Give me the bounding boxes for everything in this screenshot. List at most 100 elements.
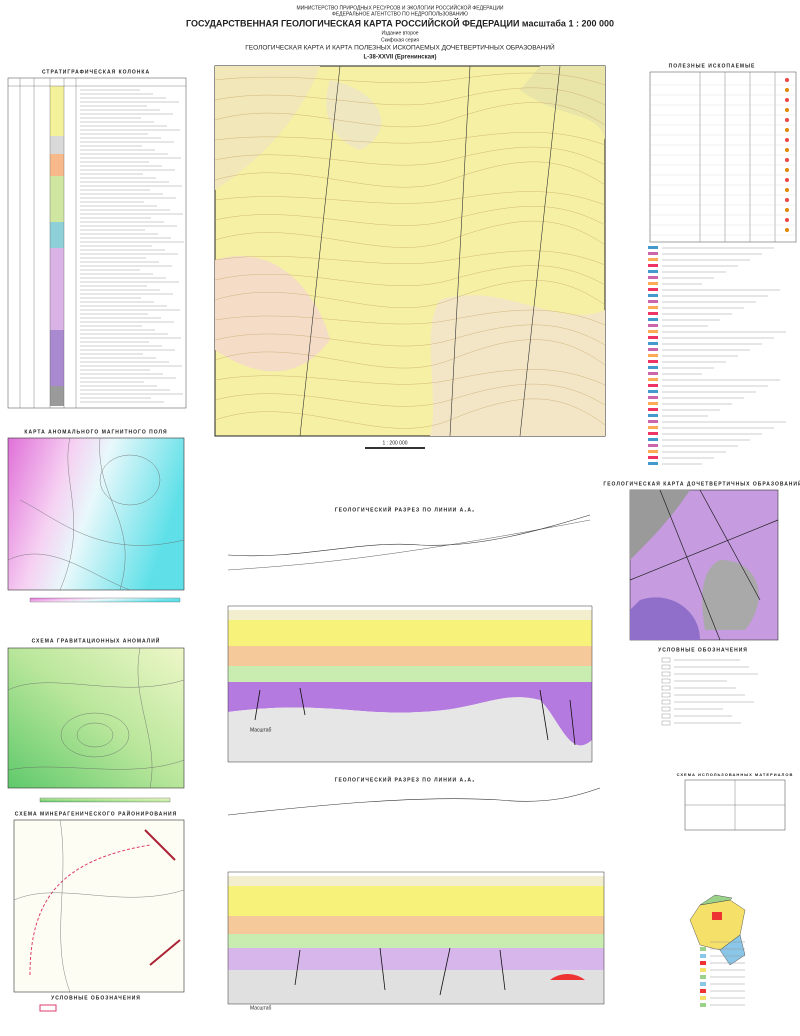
legend-symbol bbox=[648, 324, 658, 327]
legend-symbol bbox=[648, 258, 658, 261]
legend-symbol bbox=[648, 276, 658, 279]
legend-symbol bbox=[700, 947, 706, 951]
legend-symbol bbox=[648, 414, 658, 417]
section1-scale: Масштаб bbox=[250, 727, 272, 733]
mineral-symbol bbox=[785, 88, 789, 92]
legend-symbol bbox=[648, 282, 658, 285]
legend-symbol bbox=[648, 294, 658, 297]
minerag-legend-title: УСЛОВНЫЕ ОБОЗНАЧЕНИЯ bbox=[51, 995, 141, 1001]
legend-symbol bbox=[648, 330, 658, 333]
legend-symbol bbox=[648, 426, 658, 429]
strat-column bbox=[7, 77, 187, 409]
premap bbox=[629, 489, 779, 641]
mineral-symbol bbox=[785, 218, 789, 222]
section1 bbox=[227, 514, 593, 763]
minerag-map bbox=[13, 819, 185, 1012]
legend-symbol bbox=[648, 450, 658, 453]
legend-symbol bbox=[661, 678, 671, 684]
legend-symbol bbox=[661, 699, 671, 705]
legend-symbol bbox=[661, 671, 671, 677]
legend-symbol bbox=[661, 664, 671, 670]
mineral-symbol bbox=[785, 78, 789, 82]
legend-symbol bbox=[648, 444, 658, 447]
contour bbox=[214, 398, 606, 429]
legend-symbol bbox=[648, 300, 658, 303]
premap-title: ГЕОЛОГИЧЕСКАЯ КАРТА ДОЧЕТВЕРТИЧНЫХ ОБРАЗ… bbox=[603, 479, 800, 487]
legend-symbol bbox=[648, 336, 658, 339]
subtitle: ГЕОЛОГИЧЕСКАЯ КАРТА И КАРТА ПОЛЕЗНЫХ ИСК… bbox=[245, 43, 555, 52]
legend-symbol bbox=[648, 306, 658, 309]
legend-symbol bbox=[700, 1003, 706, 1007]
legend-symbol bbox=[648, 438, 658, 441]
mineral-symbol bbox=[785, 198, 789, 202]
section2 bbox=[227, 787, 605, 1005]
mineral-symbol bbox=[785, 128, 789, 132]
contour bbox=[214, 383, 606, 407]
mineral-symbol bbox=[785, 148, 789, 152]
main-map bbox=[214, 65, 606, 437]
series: Скифская серия bbox=[381, 37, 419, 43]
legend-symbol bbox=[700, 940, 706, 944]
legend-symbol bbox=[648, 288, 658, 291]
magnetic-map bbox=[7, 437, 185, 603]
legend-symbol bbox=[661, 720, 671, 726]
legend-symbol bbox=[648, 312, 658, 315]
premap-legend bbox=[661, 657, 758, 726]
strat-title: СТРАТИГРАФИЧЕСКАЯ КОЛОНКА bbox=[42, 69, 150, 75]
legend-symbol bbox=[648, 342, 658, 345]
mineral-symbol bbox=[785, 168, 789, 172]
gravity-title: СХЕМА ГРАВИТАЦИОННЫХ АНОМАЛИЙ bbox=[32, 636, 161, 644]
contour bbox=[214, 280, 606, 308]
legend-symbol bbox=[700, 975, 706, 979]
series-scheme bbox=[689, 894, 746, 1007]
contour bbox=[214, 161, 606, 188]
contour bbox=[214, 72, 606, 86]
legend-symbol bbox=[648, 366, 658, 369]
legend-symbol bbox=[648, 456, 658, 459]
sheet-title: ГОСУДАРСТВЕННАЯ ГЕОЛОГИЧЕСКАЯ КАРТА РОСС… bbox=[186, 17, 614, 28]
legend-symbol bbox=[648, 318, 658, 321]
legend-symbol bbox=[648, 462, 658, 465]
legend-symbol bbox=[700, 954, 706, 958]
legend-symbol bbox=[648, 348, 658, 351]
legend-symbol bbox=[648, 402, 658, 405]
legend-symbol bbox=[661, 692, 671, 698]
legend-symbol bbox=[700, 982, 706, 986]
magnetic-title: КАРТА АНОМАЛЬНОГО МАГНИТНОГО ПОЛЯ bbox=[24, 429, 167, 435]
legend-symbol bbox=[648, 378, 658, 381]
legend-symbol bbox=[700, 996, 706, 1000]
contour bbox=[214, 309, 606, 326]
legend-symbol bbox=[661, 713, 671, 719]
mineral-symbol bbox=[785, 188, 789, 192]
scale-bar bbox=[365, 447, 425, 449]
mineral-symbol bbox=[785, 118, 789, 122]
agency: ФЕДЕРАЛЬНОЕ АГЕНТСТВО ПО НЕДРОПОЛЬЗОВАНИ… bbox=[332, 11, 468, 17]
minerals-title: ПОЛЕЗНЫЕ ИСКОПАЕМЫЕ bbox=[669, 63, 756, 69]
legend-symbol bbox=[661, 685, 671, 691]
minerag-title: СХЕМА МИНЕРАГЕНИЧЕСКОГО РАЙОНИРОВАНИЯ bbox=[15, 809, 177, 817]
materials-title: СХЕМА ИСПОЛЬЗОВАННЫХ МАТЕРИАЛОВ bbox=[677, 772, 794, 777]
legend-symbol bbox=[648, 252, 658, 255]
map-scale: 1 : 200 000 bbox=[382, 440, 407, 446]
contour bbox=[214, 146, 606, 166]
contour bbox=[214, 220, 606, 248]
legend-symbol bbox=[648, 372, 658, 375]
section1-title: ГЕОЛОГИЧЕСКИЙ РАЗРЕЗ ПО ЛИНИИ А₁А₂ bbox=[335, 505, 475, 513]
legend-symbol bbox=[700, 989, 706, 993]
legend-symbol bbox=[661, 657, 671, 663]
legend-symbol bbox=[648, 408, 658, 411]
mineral-symbol bbox=[785, 138, 789, 142]
mineral-symbol bbox=[785, 208, 789, 212]
contour bbox=[214, 102, 606, 128]
mineral-symbol bbox=[785, 228, 789, 232]
contour bbox=[214, 191, 606, 206]
minerals-table bbox=[649, 71, 797, 243]
legend-symbol bbox=[648, 354, 658, 357]
section2-title: ГЕОЛОГИЧЕСКИЙ РАЗРЕЗ ПО ЛИНИИ А₃А₄ bbox=[335, 775, 476, 783]
legend-symbol bbox=[648, 360, 658, 363]
section2-scale: Масштаб bbox=[250, 1005, 272, 1011]
gravity-map bbox=[7, 647, 185, 803]
contour bbox=[214, 132, 606, 146]
